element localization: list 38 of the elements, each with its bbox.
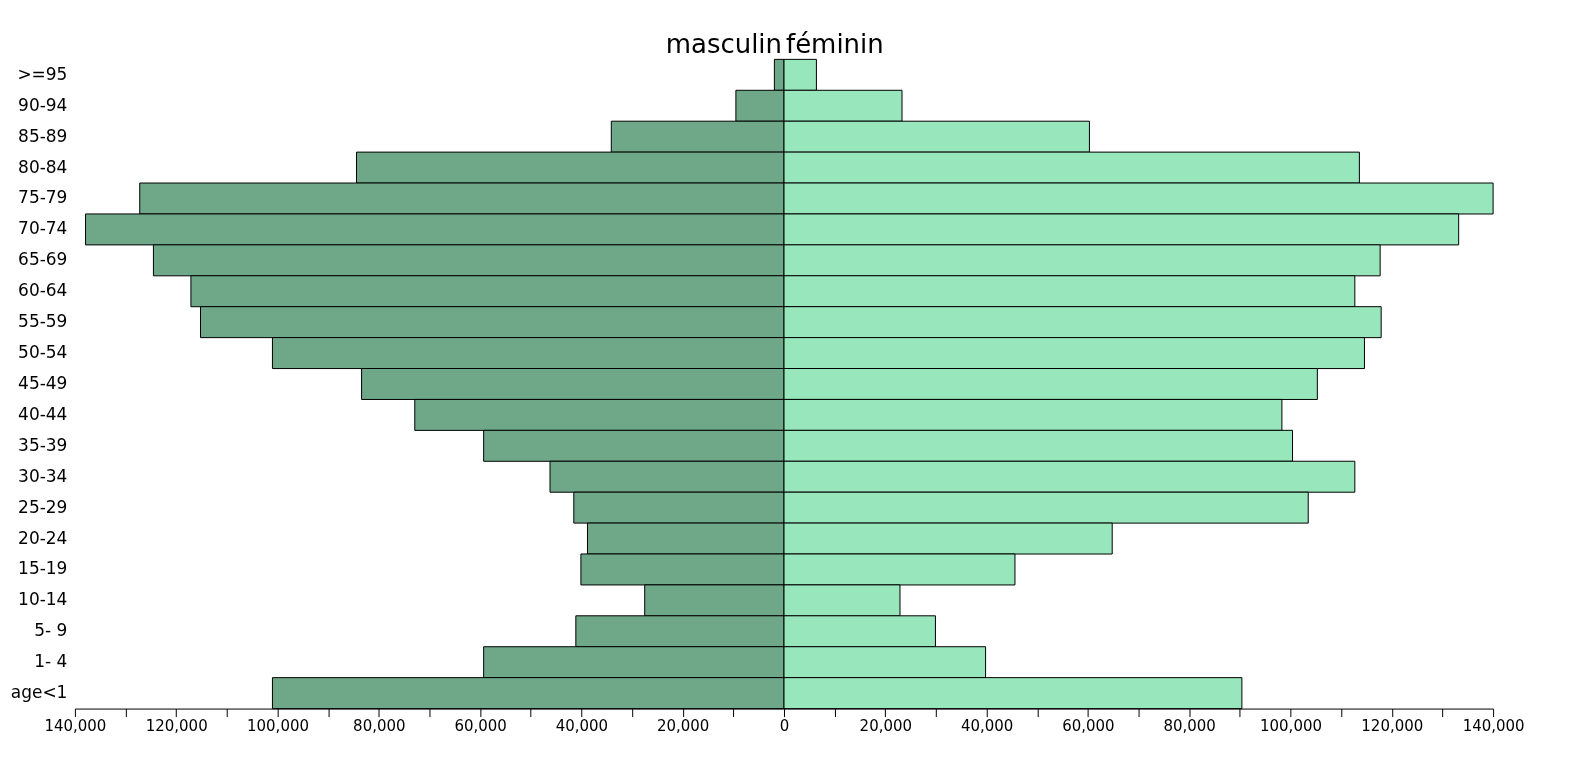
y-tick-label: 70-74 <box>18 218 68 239</box>
series-label: féminin <box>786 29 884 60</box>
y-tick-label: 40-44 <box>18 403 68 424</box>
y-tick-label: age<1 <box>10 682 68 703</box>
x-tick-label: 100,000 <box>247 717 309 736</box>
x-tick-label: 140,000 <box>1462 717 1525 736</box>
y-tick-label: 80-84 <box>18 156 68 177</box>
y-tick-label: 5- 9 <box>34 620 68 641</box>
y-tick-label: 15-19 <box>18 558 68 579</box>
y-tick-label: 10-14 <box>18 589 68 610</box>
x-tick-label: 60,000 <box>454 717 507 736</box>
x-tick-label: 80,000 <box>353 717 406 736</box>
x-tick-label: 20,000 <box>657 717 710 736</box>
y-tick-label: 45-49 <box>18 372 68 393</box>
x-tick-label: 80,000 <box>1163 717 1216 736</box>
y-tick-label: 60-64 <box>18 280 68 301</box>
y-tick-label: 55-59 <box>18 311 68 332</box>
x-tick-label: 40,000 <box>960 717 1014 736</box>
y-tick-label: 90-94 <box>18 94 68 115</box>
y-tick-label: 50-54 <box>18 342 68 363</box>
y-tick-label: 20-24 <box>18 527 68 548</box>
x-tick-label: 60,000 <box>1062 717 1115 736</box>
x-tick-label: 20,000 <box>859 717 912 736</box>
x-tick-label: 140,000 <box>44 717 107 736</box>
x-tick-label: 100,000 <box>1260 717 1322 736</box>
y-tick-label: >=95 <box>17 63 68 84</box>
y-tick-label: 85-89 <box>18 125 68 146</box>
x-tick-label: 120,000 <box>1361 717 1424 736</box>
y-tick-label: 25-29 <box>18 496 68 517</box>
series-label: masculin <box>665 29 783 60</box>
x-tick-label: 0 <box>779 717 790 736</box>
y-tick-label: 30-34 <box>18 465 68 486</box>
y-tick-label: 75-79 <box>18 187 68 208</box>
y-tick-label: 65-69 <box>18 249 68 270</box>
x-tick-label: 120,000 <box>145 717 208 736</box>
y-tick-label: 35-39 <box>18 434 68 455</box>
x-tick-label: 40,000 <box>555 717 609 736</box>
y-tick-label: 1- 4 <box>34 651 68 672</box>
